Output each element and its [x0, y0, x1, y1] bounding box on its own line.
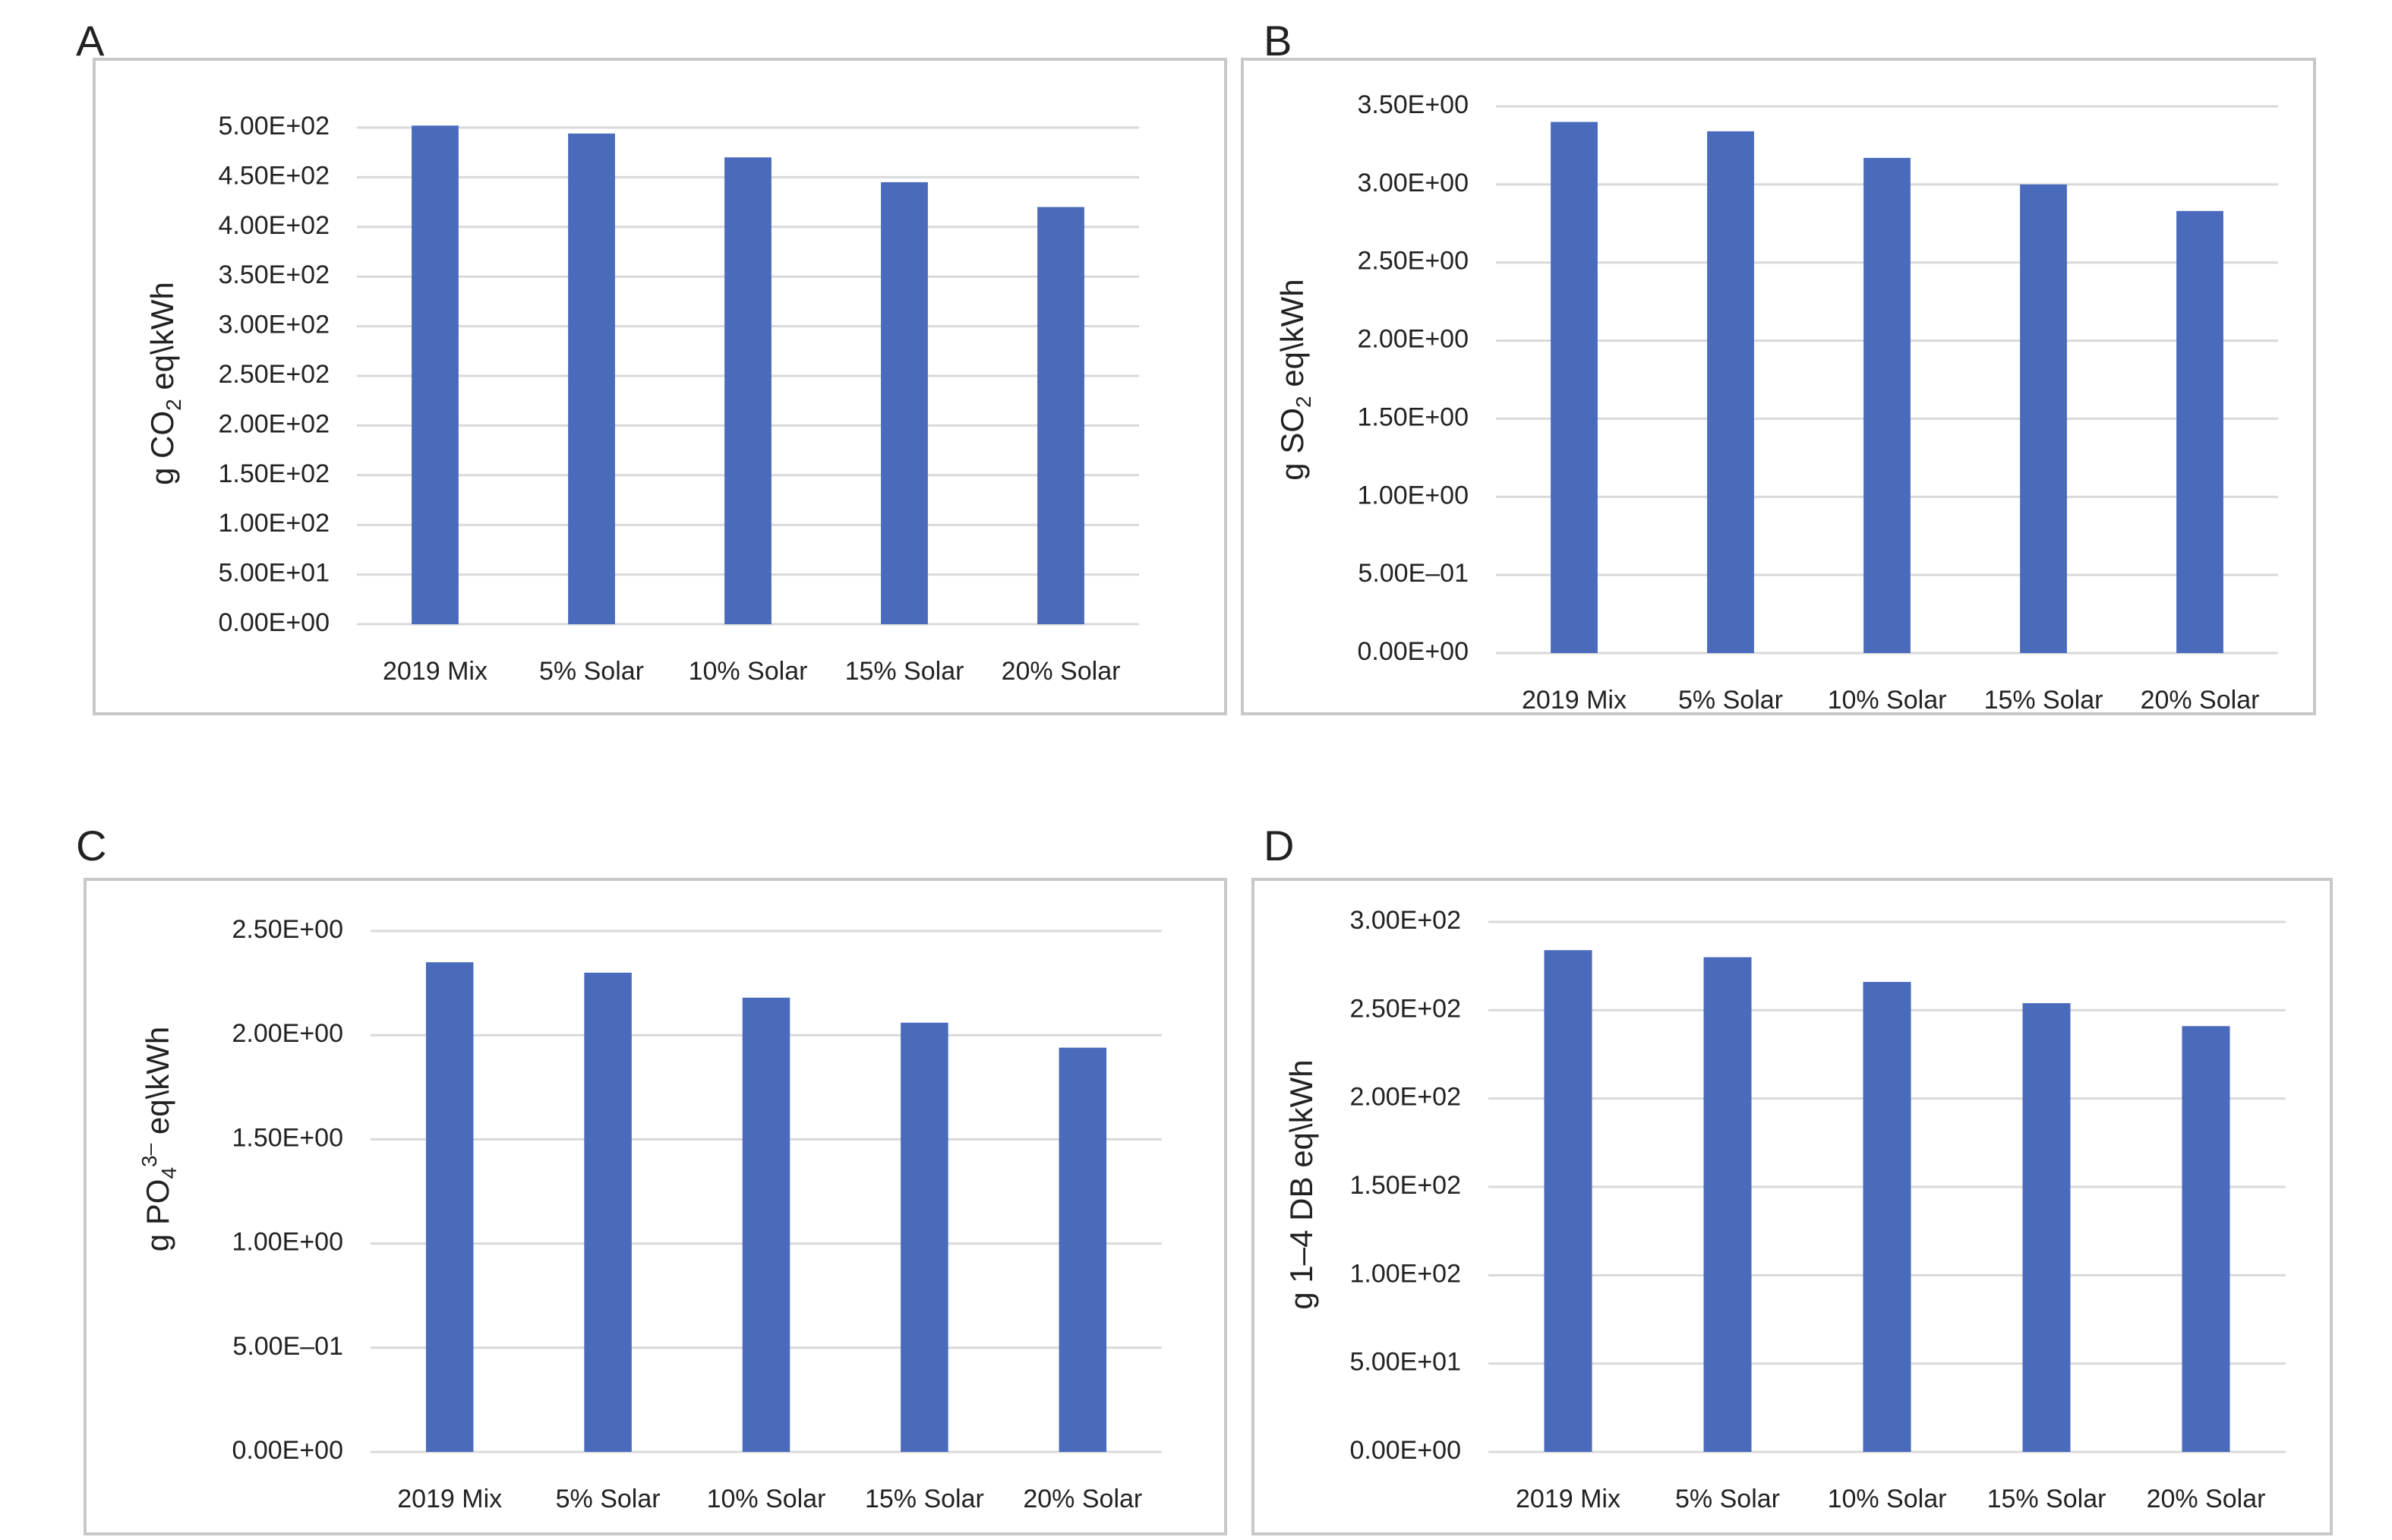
x-category-label: 10% Solar [1828, 1485, 1947, 1513]
x-category-label: 5% Solar [539, 657, 644, 686]
y-tick-label: 1.50E+02 [1349, 1171, 1461, 1200]
panel-letter: C [76, 822, 106, 869]
y-tick-label: 1.00E+00 [232, 1228, 343, 1257]
y-tick-label: 2.00E+00 [1357, 325, 1469, 354]
x-category-label: 5% Solar [1678, 686, 1783, 715]
y-tick-label: 0.00E+00 [1357, 637, 1469, 666]
x-category-label: 20% Solar [1023, 1485, 1142, 1513]
y-tick-label: 1.50E+00 [232, 1123, 343, 1152]
bar [412, 125, 459, 624]
x-category-label: 20% Solar [2141, 686, 2260, 715]
y-tick-label: 2.50E+00 [1357, 247, 1469, 276]
y-axis-title: g CO2 eq\kWh [144, 282, 185, 485]
x-category-label: 10% Solar [707, 1485, 826, 1513]
x-category-label: 15% Solar [845, 657, 964, 686]
bar [2176, 210, 2223, 653]
x-category-label: 10% Solar [689, 657, 808, 686]
x-category-label: 5% Solar [556, 1485, 661, 1513]
bar [1059, 1047, 1107, 1452]
panel-letter: B [1264, 17, 1292, 65]
y-tick-label: 2.50E+02 [1349, 994, 1461, 1023]
y-tick-label: 0.00E+00 [1349, 1436, 1461, 1465]
bar [742, 997, 790, 1452]
x-category-label: 5% Solar [1675, 1485, 1780, 1513]
bar [1863, 982, 1911, 1452]
bar [1707, 131, 1754, 653]
x-category-label: 2019 Mix [397, 1485, 502, 1513]
x-category-label: 2019 Mix [1522, 686, 1627, 715]
y-tick-label: 3.00E+02 [1349, 906, 1461, 935]
y-tick-label: 2.00E+02 [1349, 1083, 1461, 1112]
y-tick-label: 4.00E+02 [218, 211, 330, 240]
y-tick-label: 2.50E+02 [218, 360, 330, 389]
x-category-label: 2019 Mix [383, 657, 488, 686]
bar [1037, 207, 1084, 624]
chart-frame [1241, 58, 2316, 715]
x-category-label: 15% Solar [1984, 686, 2103, 715]
y-tick-label: 2.00E+02 [218, 409, 330, 438]
y-tick-label: 5.00E+02 [218, 112, 330, 140]
y-tick-label: 0.00E+00 [218, 608, 330, 637]
x-category-label: 2019 Mix [1516, 1485, 1620, 1513]
x-category-label: 20% Solar [2147, 1485, 2266, 1513]
bar [2182, 1026, 2230, 1452]
chart-panel-b: B 0.00E+00 5.00E–01 1.00E+00 1.50E+00 2.00E+0… [1241, 17, 2316, 715]
bar [881, 181, 928, 624]
y-tick-label: 1.00E+02 [218, 509, 330, 538]
y-tick-label: 5.00E+01 [218, 559, 330, 588]
bar [584, 972, 632, 1452]
y-tick-label: 5.00E+01 [1349, 1348, 1461, 1377]
bar [901, 1022, 948, 1452]
y-tick-label: 4.50E+02 [218, 161, 330, 190]
y-tick-label: 1.00E+00 [1357, 481, 1469, 510]
bar [2020, 184, 2067, 653]
bar [425, 962, 474, 1452]
bar [1544, 950, 1592, 1452]
y-tick-label: 1.00E+02 [1349, 1259, 1461, 1288]
bar [1703, 957, 1752, 1452]
x-category-label: 15% Solar [1987, 1485, 2106, 1513]
y-tick-label: 5.00E–01 [1358, 559, 1469, 588]
x-category-label: 10% Solar [1828, 686, 1947, 715]
bar [724, 157, 772, 625]
y-tick-label: 3.50E+00 [1357, 90, 1469, 119]
chart-frame [84, 878, 1227, 1535]
y-tick-label: 3.00E+02 [218, 311, 330, 339]
y-axis-title: g 1–4 DB eq\kWh [1283, 1059, 1319, 1309]
y-tick-label: 3.00E+00 [1357, 169, 1469, 197]
x-category-label: 20% Solar [1002, 657, 1121, 686]
chart-frame [1251, 878, 2333, 1535]
panel-letter: A [76, 17, 105, 65]
y-tick-label: 5.00E–01 [232, 1332, 343, 1361]
bar [2022, 1003, 2071, 1452]
chart-panel-c: C 0.00E+00 5.00E–01 1.00E+00 1.50E+00 2.00E+0… [76, 822, 1227, 1535]
panel-letter: D [1264, 822, 1294, 869]
chart-panel-d: D 0.00E+00 5.00E+01 1.00E+02 1.50E+02 2.00E+0… [1251, 822, 2333, 1535]
y-tick-label: 2.00E+00 [232, 1019, 343, 1048]
bar [568, 133, 615, 624]
y-tick-label: 2.50E+00 [232, 915, 343, 944]
bar [1863, 157, 1911, 653]
y-tick-label: 1.50E+00 [1357, 402, 1469, 431]
y-axis-title: g SO2 eq\kWh [1274, 279, 1315, 480]
y-axis-title: g PO43– eq\kWh [137, 1027, 181, 1252]
y-tick-label: 1.50E+02 [218, 459, 330, 488]
x-category-label: 15% Solar [865, 1485, 984, 1513]
chart-frame [93, 58, 1227, 715]
y-tick-label: 3.50E+02 [218, 260, 330, 289]
bar [1551, 121, 1598, 654]
y-tick-label: 0.00E+00 [232, 1436, 343, 1465]
chart-panel-a: A 0.00E+00 5.00E+01 1.00E+02 1.50E+02 2.00E+0… [76, 17, 1227, 715]
